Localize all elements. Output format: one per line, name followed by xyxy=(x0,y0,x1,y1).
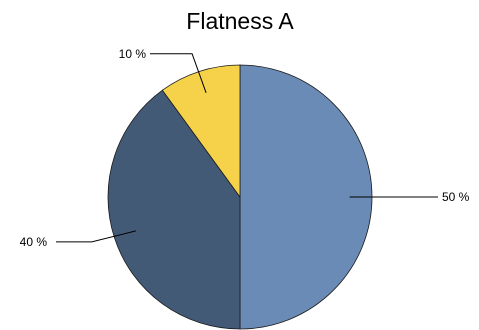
leader-line-10 xyxy=(150,53,207,93)
slice-label-50: 50 % xyxy=(442,190,470,204)
pie-slice-10 xyxy=(161,64,241,199)
pie-slice-40 xyxy=(107,89,241,330)
slice-label-10: 10 % xyxy=(119,47,147,61)
leader-line-40 xyxy=(56,230,136,243)
pie-slices xyxy=(107,64,373,330)
slice-label-40: 40 % xyxy=(20,235,48,249)
slice-labels: 50 % 40 % 10 % xyxy=(20,47,470,249)
chart-title: Flatness A xyxy=(186,8,294,34)
